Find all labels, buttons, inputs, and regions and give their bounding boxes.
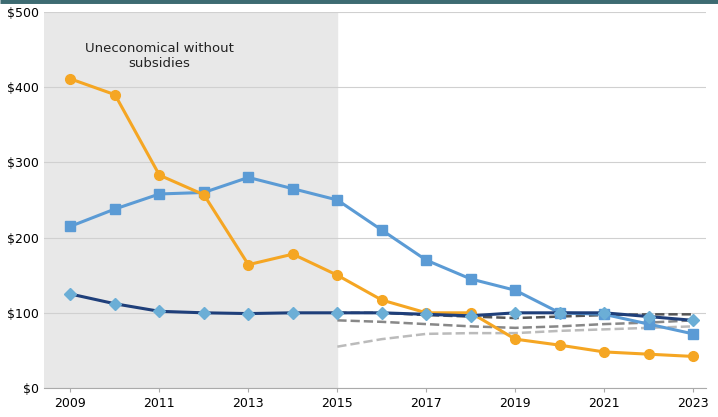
Text: Uneconomical without
subsidies: Uneconomical without subsidies	[85, 42, 234, 70]
Bar	[44, 12, 337, 388]
